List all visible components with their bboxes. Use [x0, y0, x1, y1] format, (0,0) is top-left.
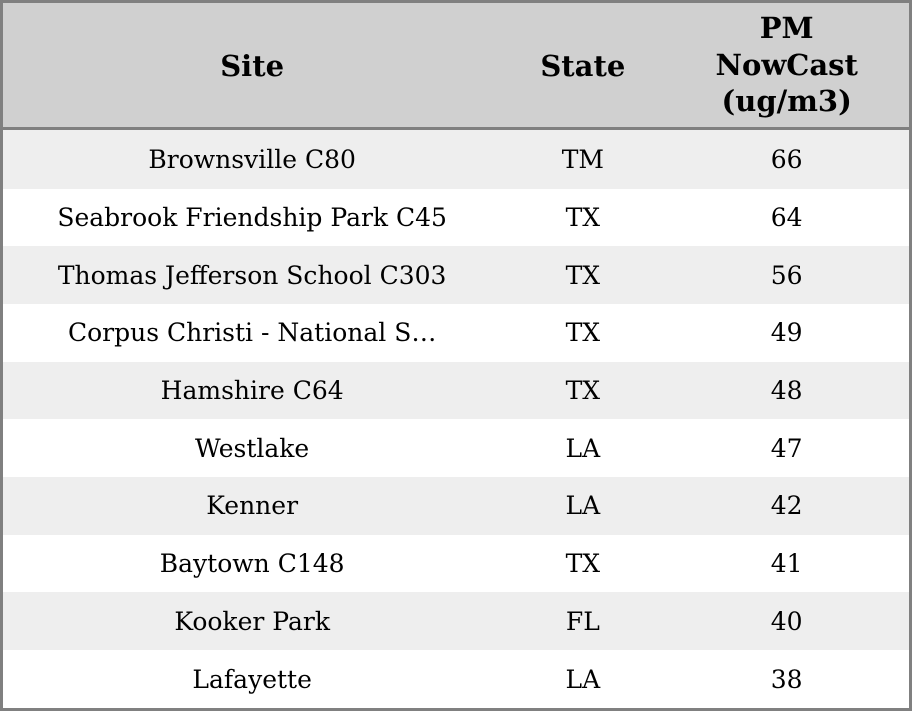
table-row: Hamshire C64 TX 48	[3, 361, 909, 420]
cell-state: LA	[565, 491, 601, 521]
cell-state: TX	[565, 318, 601, 348]
cell-pm-nowcast: 40	[770, 606, 803, 636]
column-header-pm-nowcast-label: PM NowCast (ug/m3)	[715, 11, 858, 118]
cell-state: TX	[565, 203, 601, 233]
cell-state: TM	[561, 144, 604, 174]
column-header-state-label: State	[540, 48, 626, 83]
cell-pm-nowcast: 56	[770, 260, 803, 290]
table-row: Corpus Christi - National S… TX 49	[3, 304, 909, 362]
table-row: Lafayette LA 38	[3, 650, 909, 708]
cell-site: Brownsville C80	[148, 144, 356, 174]
table-header: Site State PM NowCast (ug/m3)	[3, 3, 909, 130]
cell-pm-nowcast: 64	[770, 203, 803, 233]
table-row: Baytown C148 TX 41	[3, 534, 909, 593]
cell-state: LA	[565, 664, 601, 694]
cell-state: TX	[565, 260, 601, 290]
cell-site: Hamshire C64	[160, 376, 344, 406]
pm-nowcast-table: Site State PM NowCast (ug/m3) Brownsvill…	[3, 3, 909, 708]
cell-site: Seabrook Friendship Park C45	[57, 203, 447, 233]
cell-pm-nowcast: 38	[770, 664, 803, 694]
cell-site: Corpus Christi - National S…	[67, 318, 437, 348]
cell-pm-nowcast: 66	[770, 144, 803, 174]
cell-site: Thomas Jefferson School C303	[57, 260, 447, 290]
column-header-site-label: Site	[220, 48, 285, 83]
table-header-row: Site State PM NowCast (ug/m3)	[3, 3, 909, 130]
cell-state: TX	[565, 549, 601, 579]
table-row: Brownsville C80 TM 66	[3, 128, 909, 189]
cell-state: FL	[565, 606, 600, 636]
cell-site: Kenner	[206, 491, 299, 521]
cell-state: TX	[565, 376, 601, 406]
cell-pm-nowcast: 49	[770, 318, 803, 348]
table-row: Westlake LA 47	[3, 419, 909, 478]
cell-site: Lafayette	[192, 664, 312, 694]
table-body: Brownsville C80 TM 66 Seabrook Friendshi…	[3, 128, 909, 708]
table-row: Kenner LA 42	[3, 477, 909, 535]
table-row: Thomas Jefferson School C303 TX 56	[3, 246, 909, 305]
column-header-site: Site	[3, 3, 502, 130]
cell-pm-nowcast: 42	[770, 491, 803, 521]
cell-pm-nowcast: 48	[770, 376, 803, 406]
column-header-state: State	[501, 3, 665, 130]
cell-pm-nowcast: 41	[770, 549, 803, 579]
table-row: Kooker Park FL 40	[3, 592, 909, 651]
column-header-pm-nowcast: PM NowCast (ug/m3)	[664, 3, 909, 130]
cell-state: LA	[565, 433, 601, 463]
cell-site: Baytown C148	[159, 549, 345, 579]
cell-pm-nowcast: 47	[770, 433, 803, 463]
table-row: Seabrook Friendship Park C45 TX 64	[3, 188, 909, 247]
cell-site: Kooker Park	[174, 606, 330, 636]
cell-site: Westlake	[195, 433, 310, 463]
